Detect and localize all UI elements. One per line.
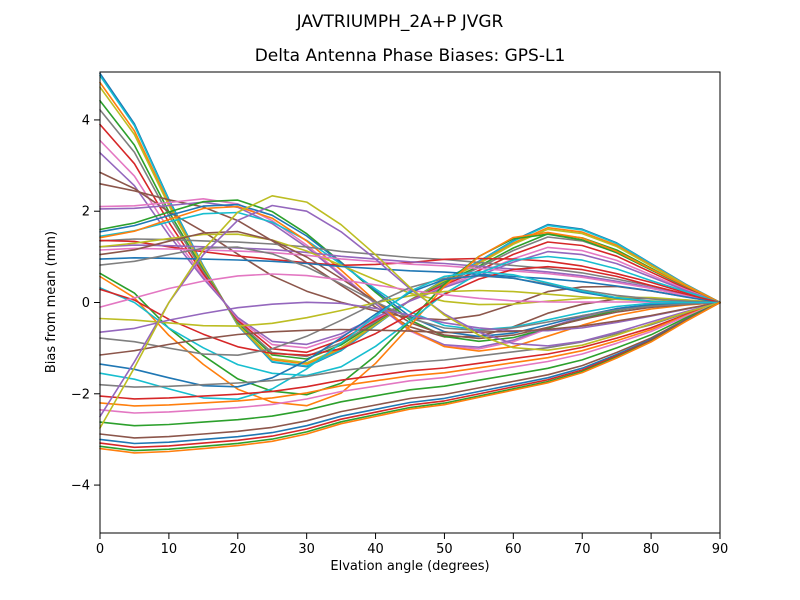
series-line — [99, 231, 721, 407]
series-line — [99, 301, 721, 454]
series-line — [99, 301, 721, 449]
series-line — [99, 301, 721, 356]
series-line — [99, 270, 721, 401]
series-line — [99, 205, 721, 352]
series-line — [99, 273, 721, 308]
x-tick-label: 50 — [436, 542, 453, 557]
x-tick-label: 20 — [230, 542, 247, 557]
figure-title: JAVTRIUMPH_2A+P JVGR — [296, 12, 504, 32]
series-line — [99, 152, 721, 346]
x-axis-ticks: 0 10 20 30 40 50 60 70 80 90 — [96, 533, 728, 557]
x-tick-label: 40 — [367, 542, 384, 557]
y-axis-label: Bias from mean (mm) — [44, 231, 59, 373]
axes-title: Delta Antenna Phase Biases: GPS-L1 — [255, 46, 566, 66]
y-tick-label: 0 — [82, 296, 90, 311]
x-axis-label: Elvation angle (degrees) — [330, 559, 489, 574]
series-line — [99, 301, 721, 388]
y-tick-label: −4 — [71, 479, 90, 494]
y-tick-label: −2 — [71, 387, 90, 402]
x-tick-label: 30 — [298, 542, 315, 557]
series-line — [99, 255, 721, 377]
series-line — [99, 301, 721, 400]
series-line — [99, 195, 721, 429]
series-line — [99, 289, 721, 327]
y-tick-label: 2 — [82, 205, 90, 220]
x-tick-label: 0 — [96, 542, 104, 557]
series-line — [99, 244, 721, 304]
series-line — [99, 301, 721, 414]
series-line — [99, 203, 721, 338]
x-tick-label: 80 — [643, 542, 660, 557]
series-line — [99, 238, 721, 304]
series-line — [99, 301, 721, 427]
y-tick-label: 4 — [82, 113, 90, 128]
series-line — [99, 256, 721, 304]
x-tick-label: 10 — [161, 542, 178, 557]
series-line — [99, 211, 721, 331]
series-line — [99, 230, 721, 340]
x-tick-label: 60 — [505, 542, 522, 557]
series-line — [99, 301, 721, 445]
series-line — [99, 301, 721, 439]
x-tick-label: 70 — [574, 542, 591, 557]
series-line — [99, 246, 721, 332]
series-line — [99, 301, 721, 452]
series-line — [99, 204, 721, 418]
series-lines-group — [99, 72, 721, 454]
y-axis-ticks: −4 −2 0 2 4 — [71, 113, 100, 494]
series-line — [99, 301, 721, 334]
series-line — [99, 301, 721, 407]
x-tick-label: 90 — [712, 542, 729, 557]
